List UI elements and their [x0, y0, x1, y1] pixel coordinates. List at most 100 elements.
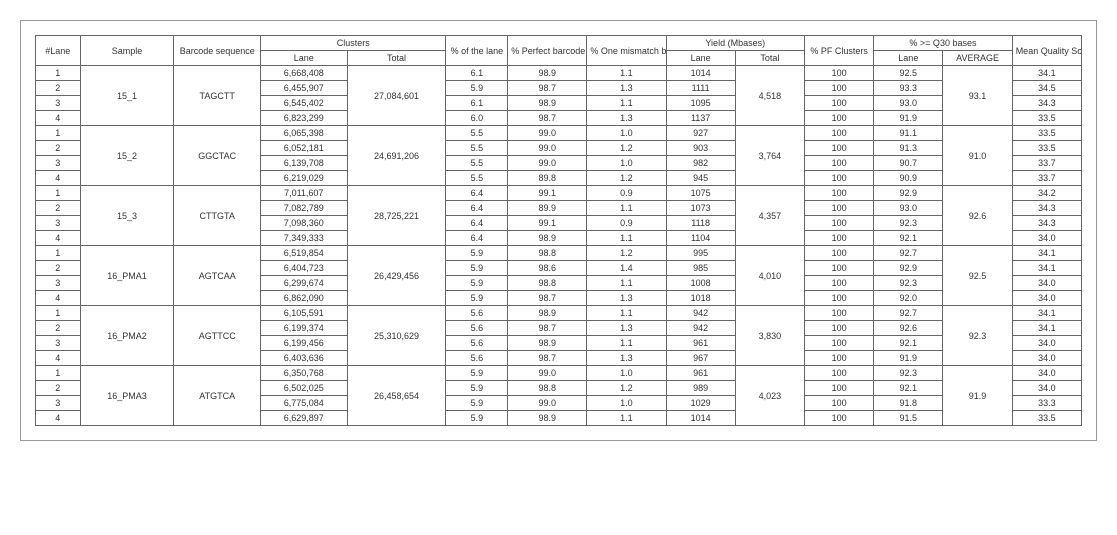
cell-q30-lane: 93.0 [874, 96, 943, 111]
cell-yield-total: 4,518 [735, 66, 804, 126]
cell-pf-barcode: 98.8 [508, 381, 587, 396]
cell-pf-barcode: 89.8 [508, 171, 587, 186]
cell-q30-avg: 91.0 [943, 126, 1012, 186]
cell-pct-lane: 5.6 [446, 321, 508, 336]
cell-clusters-lane: 6,519,854 [260, 246, 347, 261]
cell-q30-lane: 92.7 [874, 246, 943, 261]
cell-yield-total: 3,764 [735, 126, 804, 186]
cell-q30-lane: 92.3 [874, 366, 943, 381]
cell-pct-lane: 5.6 [446, 336, 508, 351]
cell-yield-lane: 927 [666, 126, 735, 141]
cell-clusters-lane: 7,011,607 [260, 186, 347, 201]
cell-pct-lane: 5.9 [446, 81, 508, 96]
hdr-mqs: Mean Quality Score [1012, 36, 1081, 66]
cell-one-mm: 1.2 [587, 171, 666, 186]
cell-one-mm: 1.2 [587, 141, 666, 156]
cell-yield-lane: 989 [666, 381, 735, 396]
cell-barcode: AGTTCC [174, 306, 261, 366]
cell-mqs: 33.5 [1012, 111, 1081, 126]
cell-yield-lane: 1018 [666, 291, 735, 306]
cell-lane: 4 [36, 351, 81, 366]
cell-pct-lane: 5.9 [446, 396, 508, 411]
cell-clusters-total: 26,429,456 [347, 246, 446, 306]
cell-mqs: 34.1 [1012, 66, 1081, 81]
cell-lane: 2 [36, 81, 81, 96]
cell-yield-lane: 1095 [666, 96, 735, 111]
cell-barcode: CTTGTA [174, 186, 261, 246]
cell-pf-barcode: 98.9 [508, 336, 587, 351]
cell-q30-lane: 90.9 [874, 171, 943, 186]
cell-mqs: 34.0 [1012, 231, 1081, 246]
cell-mqs: 34.1 [1012, 306, 1081, 321]
cell-pf-clusters: 100 [804, 96, 873, 111]
cell-pf-barcode: 98.7 [508, 111, 587, 126]
cell-yield-lane: 903 [666, 141, 735, 156]
cell-clusters-lane: 6,350,768 [260, 366, 347, 381]
cell-yield-lane: 985 [666, 261, 735, 276]
cell-yield-lane: 1104 [666, 231, 735, 246]
cell-pf-barcode: 99.0 [508, 141, 587, 156]
cell-mqs: 33.7 [1012, 156, 1081, 171]
cell-barcode: AGTCAA [174, 246, 261, 306]
hdr-barcode: Barcode sequence [174, 36, 261, 66]
table-row: 116_PMA1AGTCAA6,519,85426,429,4565.998.8… [36, 246, 1082, 261]
cell-one-mm: 1.1 [587, 66, 666, 81]
cell-mqs: 33.3 [1012, 396, 1081, 411]
cell-pf-clusters: 100 [804, 81, 873, 96]
cell-lane: 3 [36, 216, 81, 231]
cell-pf-clusters: 100 [804, 156, 873, 171]
cell-q30-lane: 90.7 [874, 156, 943, 171]
cell-mqs: 34.0 [1012, 276, 1081, 291]
hdr-clusters-lane: Lane [260, 51, 347, 66]
cell-q30-lane: 92.1 [874, 231, 943, 246]
cell-mqs: 34.3 [1012, 96, 1081, 111]
cell-yield-total: 3,830 [735, 306, 804, 366]
cell-pct-lane: 5.6 [446, 306, 508, 321]
hdr-clusters-total: Total [347, 51, 446, 66]
cell-mqs: 34.0 [1012, 366, 1081, 381]
cell-mqs: 33.5 [1012, 141, 1081, 156]
cell-q30-lane: 93.0 [874, 201, 943, 216]
cell-pf-clusters: 100 [804, 111, 873, 126]
cell-q30-avg: 91.9 [943, 366, 1012, 426]
cell-clusters-lane: 6,862,090 [260, 291, 347, 306]
page-frame: #Lane Sample Barcode sequence Clusters %… [20, 20, 1097, 441]
cell-mqs: 34.0 [1012, 381, 1081, 396]
cell-clusters-total: 28,725,221 [347, 186, 446, 246]
cell-mqs: 34.5 [1012, 81, 1081, 96]
cell-yield-lane: 1008 [666, 276, 735, 291]
hdr-q30: % >= Q30 bases [874, 36, 1012, 51]
cell-pct-lane: 5.5 [446, 126, 508, 141]
cell-one-mm: 1.0 [587, 126, 666, 141]
cell-mqs: 34.3 [1012, 216, 1081, 231]
cell-mqs: 34.0 [1012, 291, 1081, 306]
cell-q30-lane: 93.3 [874, 81, 943, 96]
cell-lane: 3 [36, 276, 81, 291]
cell-lane: 3 [36, 396, 81, 411]
cell-one-mm: 1.3 [587, 321, 666, 336]
cell-pf-barcode: 98.6 [508, 261, 587, 276]
cell-lane: 1 [36, 186, 81, 201]
cell-q30-lane: 92.9 [874, 261, 943, 276]
table-row: 116_PMA2AGTTCC6,105,59125,310,6295.698.9… [36, 306, 1082, 321]
cell-clusters-lane: 7,098,360 [260, 216, 347, 231]
cell-yield-lane: 942 [666, 306, 735, 321]
cell-pf-clusters: 100 [804, 126, 873, 141]
hdr-yield-lane: Lane [666, 51, 735, 66]
cell-q30-lane: 92.3 [874, 216, 943, 231]
cell-pct-lane: 6.0 [446, 111, 508, 126]
cell-pf-clusters: 100 [804, 201, 873, 216]
cell-mqs: 33.7 [1012, 171, 1081, 186]
cell-lane: 3 [36, 156, 81, 171]
cell-pf-clusters: 100 [804, 366, 873, 381]
cell-q30-lane: 91.8 [874, 396, 943, 411]
cell-mqs: 34.3 [1012, 201, 1081, 216]
cell-one-mm: 0.9 [587, 186, 666, 201]
cell-q30-lane: 91.9 [874, 111, 943, 126]
cell-one-mm: 1.0 [587, 366, 666, 381]
cell-pf-clusters: 100 [804, 141, 873, 156]
cell-lane: 1 [36, 366, 81, 381]
hdr-pfbarcode: % Perfect barcode [508, 36, 587, 66]
cell-clusters-lane: 6,199,456 [260, 336, 347, 351]
cell-clusters-lane: 6,455,907 [260, 81, 347, 96]
